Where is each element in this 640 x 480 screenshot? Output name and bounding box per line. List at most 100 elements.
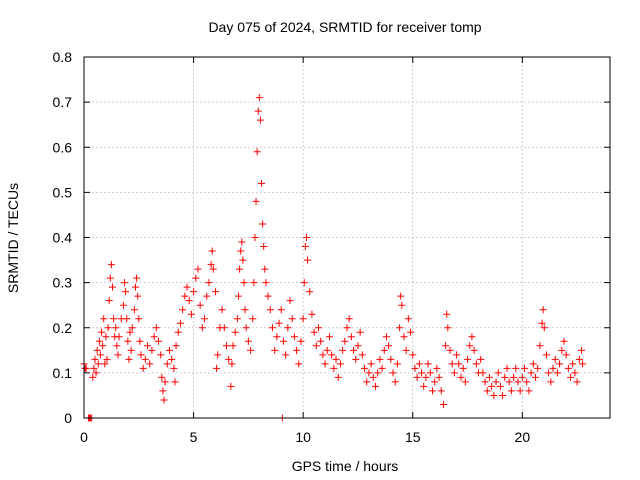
x-tick-label: 20: [515, 429, 531, 445]
data-point: [174, 328, 182, 336]
data-point: [365, 369, 373, 377]
data-point: [127, 346, 135, 354]
data-point: [332, 355, 340, 363]
data-point: [442, 342, 450, 350]
data-point: [113, 342, 121, 350]
data-point: [268, 324, 276, 332]
data-point: [150, 333, 158, 341]
data-point: [529, 360, 537, 368]
data-point: [275, 319, 283, 327]
y-tick-label: 0.2: [53, 320, 73, 336]
data-point: [251, 234, 259, 241]
data-point: [89, 373, 97, 381]
data-point: [411, 364, 419, 372]
data-point: [157, 351, 165, 359]
data-point: [172, 342, 180, 350]
data-point: [516, 387, 524, 395]
data-point: [133, 274, 141, 282]
data-point: [457, 373, 465, 381]
data-point: [415, 360, 423, 368]
data-point: [545, 369, 553, 377]
data-point: [250, 279, 258, 287]
data-point: [378, 364, 386, 372]
data-point: [190, 288, 198, 296]
x-axis-label: GPS time / hours: [292, 458, 399, 474]
data-point: [345, 315, 353, 323]
data-point: [527, 369, 535, 377]
data-point: [523, 378, 531, 386]
data-point: [229, 342, 237, 350]
data-point: [347, 333, 355, 341]
data-point: [284, 324, 292, 332]
data-point: [481, 378, 489, 386]
data-point: [228, 360, 236, 368]
data-point: [501, 373, 509, 381]
data-point: [551, 355, 559, 363]
data-point: [459, 364, 467, 372]
data-point: [185, 297, 193, 305]
data-point: [222, 342, 230, 350]
data-point: [139, 364, 147, 372]
x-tick-label: 5: [190, 429, 198, 445]
data-point: [201, 315, 209, 323]
data-point: [122, 288, 130, 296]
grid-layer: [84, 57, 610, 418]
data-point: [369, 373, 377, 381]
data-point: [247, 346, 255, 354]
data-point: [130, 306, 138, 314]
data-point: [261, 265, 269, 273]
data-point: [579, 360, 587, 368]
data-point: [300, 279, 308, 287]
data-point: [503, 364, 511, 372]
data-point: [181, 292, 189, 300]
data-point: [553, 369, 561, 377]
data-point: [107, 261, 115, 269]
data-point: [163, 360, 171, 368]
data-point: [409, 351, 417, 359]
data-point: [141, 355, 149, 363]
data-point: [496, 382, 504, 390]
data-point: [567, 373, 575, 381]
data-point: [282, 351, 290, 359]
data-point: [450, 369, 458, 377]
data-point: [453, 351, 461, 359]
data-point: [255, 94, 263, 102]
data-point: [341, 337, 349, 345]
data-point: [105, 297, 113, 305]
data-point: [256, 116, 264, 124]
data-point: [525, 387, 533, 395]
data-point: [212, 288, 219, 296]
data-point: [575, 355, 583, 363]
data-point: [319, 351, 327, 359]
data-point: [146, 360, 154, 368]
data-point: [152, 324, 160, 332]
data-point: [391, 378, 399, 386]
data-point: [556, 360, 564, 368]
data-point: [374, 369, 382, 377]
y-tick-label: 0.8: [53, 49, 73, 65]
data-point: [112, 324, 120, 332]
data-point: [218, 306, 226, 314]
data-point: [290, 333, 298, 341]
data-point: [161, 378, 169, 386]
data-point: [310, 328, 318, 336]
data-point: [194, 265, 202, 273]
data-point: [240, 279, 248, 287]
data-point: [227, 382, 235, 390]
data-point: [288, 315, 296, 323]
data-point: [258, 179, 266, 187]
data-point: [295, 360, 303, 368]
data-point: [236, 265, 244, 273]
data-point: [371, 382, 379, 390]
data-point: [102, 333, 110, 341]
data-point: [562, 351, 570, 359]
data-point: [262, 279, 270, 287]
data-point: [418, 369, 426, 377]
data-point: [252, 197, 260, 205]
data-point: [271, 346, 279, 354]
data-point: [400, 333, 408, 341]
y-tick-label: 0.1: [53, 365, 73, 381]
data-point: [389, 369, 397, 377]
data-point: [176, 319, 184, 327]
data-point: [477, 355, 485, 363]
